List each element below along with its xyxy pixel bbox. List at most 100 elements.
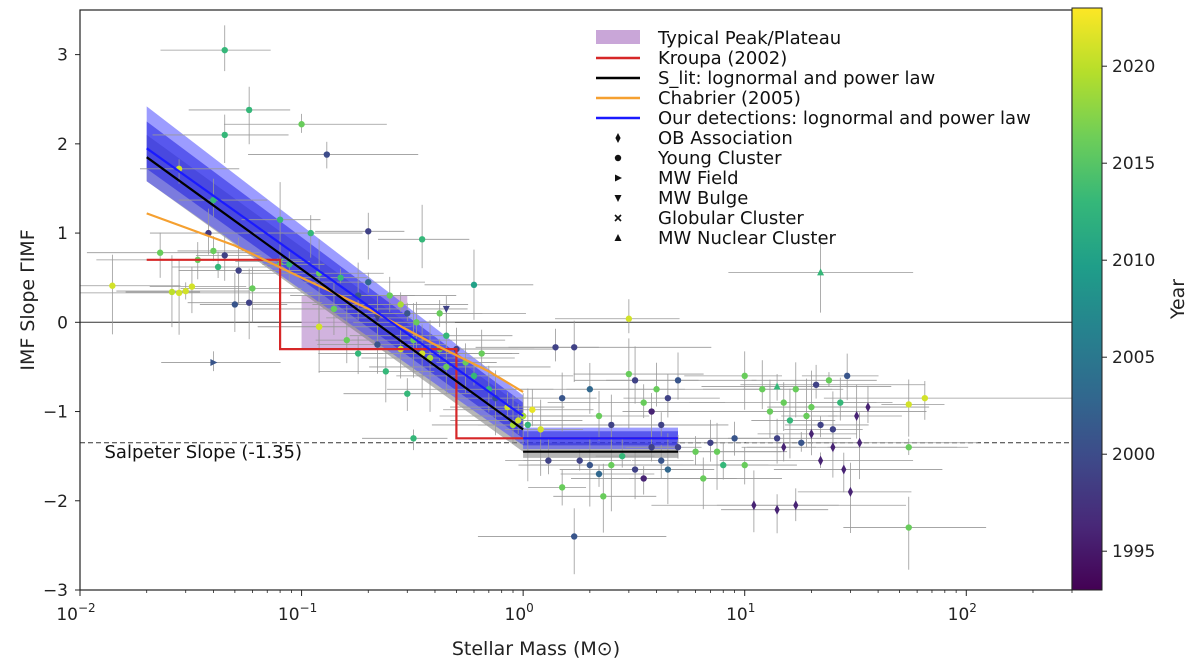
legend-label: Young Cluster — [657, 148, 782, 169]
data-point — [436, 310, 443, 317]
data-point — [442, 305, 450, 313]
data-point — [674, 444, 682, 451]
data-points-layer — [109, 46, 929, 540]
data-point — [354, 350, 362, 357]
data-point — [640, 399, 647, 406]
legend-label: Typical Peak/Plateau — [657, 28, 841, 49]
model-lines-layer — [146, 147, 678, 453]
data-point — [537, 426, 544, 433]
y-tick-label: −3 — [43, 581, 68, 601]
data-point — [674, 377, 682, 384]
data-point — [857, 437, 863, 448]
colorbar-tick-label: 2020 — [1112, 57, 1155, 77]
x-tick-base: 10 — [726, 605, 748, 625]
legend-label: S_lit: lognormal and power law — [658, 68, 935, 89]
data-point — [478, 350, 485, 357]
legend-label: Our detections: lognormal and power law — [658, 108, 1031, 129]
data-point — [545, 457, 552, 464]
data-point — [830, 442, 836, 453]
data-point — [443, 332, 450, 339]
data-point — [653, 386, 660, 393]
data-point — [773, 382, 781, 390]
data-point — [847, 486, 854, 497]
data-point — [413, 319, 420, 326]
data-point — [221, 252, 228, 259]
data-point — [692, 448, 699, 455]
data-point — [168, 288, 176, 296]
x-tick-exponent: 0 — [526, 601, 534, 615]
data-point — [418, 236, 426, 243]
data-point — [470, 372, 478, 380]
legend-label: Chabrier (2005) — [658, 88, 801, 109]
s-lit-lognormal-line — [146, 156, 524, 431]
data-point — [625, 370, 633, 378]
data-point — [808, 428, 815, 439]
data-point — [315, 323, 323, 330]
data-point — [374, 341, 381, 348]
legend-label: MW Nuclear Cluster — [658, 228, 837, 249]
x-tick-exponent: −2 — [78, 601, 96, 615]
legend-entry: MW Nuclear Cluster — [614, 228, 837, 249]
legend-label: Globular Cluster — [658, 208, 804, 229]
data-point — [741, 461, 748, 469]
data-point — [298, 121, 305, 128]
data-point — [798, 439, 805, 446]
data-point — [175, 289, 183, 297]
data-point — [595, 470, 603, 478]
data-point — [841, 464, 847, 475]
legend-marker — [614, 195, 622, 202]
data-point — [658, 457, 665, 464]
our-detections-lognormal-line — [146, 147, 524, 417]
data-point — [773, 435, 781, 442]
data-point — [664, 466, 672, 473]
legend-marker — [615, 174, 622, 182]
data-point — [817, 421, 824, 429]
legend-entry: Our detections: lognormal and power law — [596, 108, 1031, 129]
data-point — [905, 524, 912, 531]
legend-marker — [615, 133, 621, 143]
data-point — [470, 281, 478, 289]
kroupa-line — [146, 258, 678, 440]
data-point — [766, 408, 774, 415]
data-point — [307, 229, 314, 237]
data-point — [397, 301, 404, 308]
data-point — [586, 386, 594, 393]
colorbar-tick-label: 1995 — [1112, 542, 1155, 562]
data-point — [337, 274, 344, 281]
y-tick-label: −2 — [43, 492, 68, 512]
data-point — [865, 402, 871, 413]
colorbar-label: Year — [1167, 279, 1189, 320]
data-point — [921, 394, 929, 402]
legend-swatch — [596, 30, 640, 44]
data-point — [741, 372, 748, 380]
data-point — [817, 268, 825, 276]
data-point — [648, 408, 655, 415]
data-point — [156, 249, 164, 256]
data-point — [529, 406, 536, 413]
data-point — [386, 292, 393, 299]
x-tick-label: 101 — [726, 601, 755, 625]
data-point — [600, 493, 607, 500]
x-tick-label: 102 — [948, 601, 977, 625]
data-point — [245, 299, 253, 306]
y-tick-label: 0 — [57, 313, 68, 333]
legend-marker — [614, 154, 622, 162]
data-point — [365, 278, 372, 286]
data-point — [373, 314, 381, 322]
data-point — [382, 368, 390, 375]
x-tick-base: 10 — [56, 605, 78, 625]
data-point — [404, 390, 411, 397]
data-point — [188, 283, 196, 290]
data-point — [515, 417, 522, 424]
colorbar-tick-label: 2000 — [1112, 445, 1155, 465]
data-point — [751, 500, 757, 511]
data-point — [365, 228, 372, 235]
data-point — [781, 442, 787, 453]
data-point — [619, 452, 626, 460]
data-point — [648, 444, 655, 451]
legend-marker — [614, 214, 622, 222]
y-tick-label: 1 — [57, 224, 68, 244]
x-tick-base: 10 — [948, 605, 970, 625]
colorbar-tick-label: 2010 — [1112, 251, 1155, 271]
